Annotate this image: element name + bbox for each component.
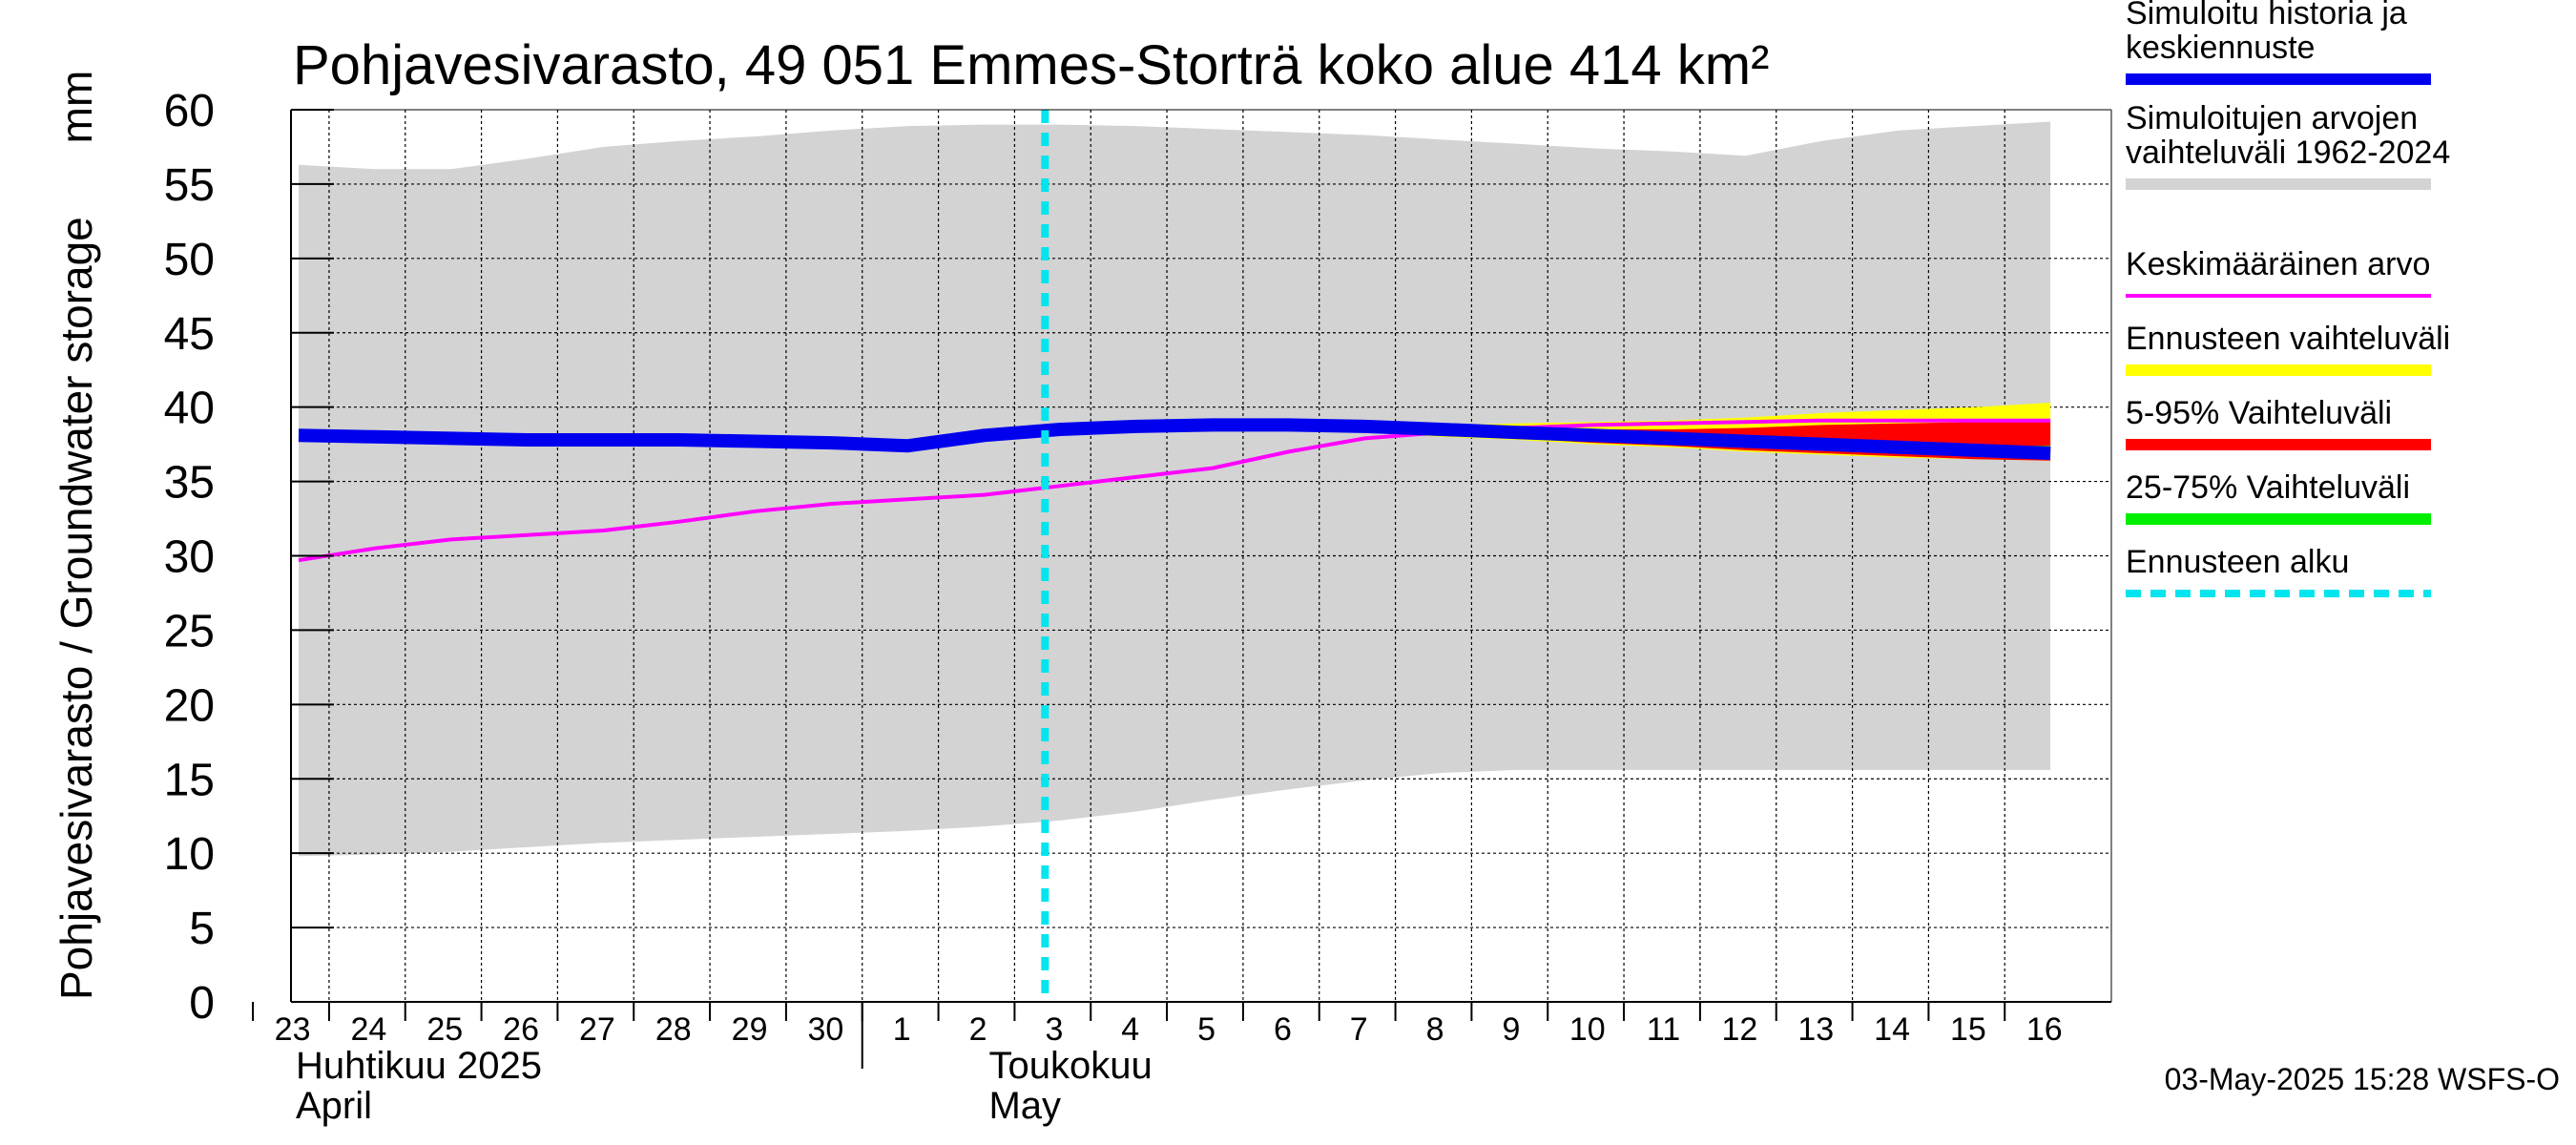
y-tick-label: 15 xyxy=(164,755,215,805)
x-tick-label: 10 xyxy=(1569,1011,1606,1048)
x-tick-label: 16 xyxy=(2026,1011,2063,1048)
legend: Simuloitu historia jakeskiennusteSimuloi… xyxy=(2126,0,2450,597)
month-label-en: May xyxy=(988,1085,1061,1127)
x-tick-label: 24 xyxy=(351,1011,387,1048)
x-tick-label: 4 xyxy=(1121,1011,1139,1048)
x-tick-label: 15 xyxy=(1950,1011,1986,1048)
legend-label: Simuloitu historia ja xyxy=(2126,0,2407,31)
y-tick-label: 35 xyxy=(164,458,215,509)
y-tick-label: 60 xyxy=(164,86,215,136)
legend-label: 5-95% Vaihteluväli xyxy=(2126,395,2392,431)
x-tick-label: 26 xyxy=(503,1011,539,1048)
mean-line xyxy=(298,418,2051,563)
legend-label: keskiennuste xyxy=(2126,30,2315,66)
y-tick-label: 30 xyxy=(164,532,215,583)
legend-item: 5-95% Vaihteluväli xyxy=(2126,395,2431,450)
x-tick-label: 23 xyxy=(275,1011,311,1048)
y-tick-label: 50 xyxy=(164,235,215,285)
x-tick-label: 2 xyxy=(969,1011,987,1048)
x-tick-label: 29 xyxy=(732,1011,768,1048)
month-label-fi: Huhtikuu 2025 xyxy=(296,1045,542,1087)
x-tick-label: 6 xyxy=(1274,1011,1292,1048)
month-label-fi: Toukokuu xyxy=(988,1045,1152,1087)
legend-item: Keskimääräinen arvo xyxy=(2126,246,2431,298)
simulated-line xyxy=(298,418,2051,460)
legend-label: Keskimääräinen arvo xyxy=(2126,246,2430,282)
x-tick-label: 12 xyxy=(1722,1011,1758,1048)
legend-item: Ennusteen vaihteluväli xyxy=(2126,321,2450,376)
legend-label: Ennusteen alku xyxy=(2126,544,2349,580)
plot-area xyxy=(291,110,2111,1002)
legend-item: Ennusteen alku xyxy=(2126,544,2431,597)
x-tick-label: 28 xyxy=(655,1011,692,1048)
x-tick-label: 9 xyxy=(1502,1011,1520,1048)
x-tick-label: 7 xyxy=(1350,1011,1368,1048)
y-tick-label: 5 xyxy=(189,904,215,954)
y-tick-label: 40 xyxy=(164,384,215,434)
legend-label: Simuloitujen arvojen xyxy=(2126,100,2418,136)
legend-item: 25-75% Vaihteluväli xyxy=(2126,469,2431,525)
y-tick-label: 10 xyxy=(164,829,215,880)
x-tick-label: 5 xyxy=(1197,1011,1215,1048)
y-tick-label: 25 xyxy=(164,606,215,656)
x-tick-label: 3 xyxy=(1045,1011,1063,1048)
legend-label: vaihteluväli 1962-2024 xyxy=(2126,135,2450,171)
chart-title: Pohjavesivarasto, 49 051 Emmes-Storträ k… xyxy=(293,34,1769,96)
grid xyxy=(291,110,2111,1002)
x-tick-label: 13 xyxy=(1797,1011,1834,1048)
y-tick-label: 0 xyxy=(189,978,215,1029)
y-tick-label: 45 xyxy=(164,309,215,360)
legend-label: 25-75% Vaihteluväli xyxy=(2126,469,2410,506)
month-label-en: April xyxy=(296,1085,372,1127)
x-tick-label: 8 xyxy=(1426,1011,1444,1048)
x-tick-label: 1 xyxy=(893,1011,911,1048)
x-tick-label: 30 xyxy=(808,1011,844,1048)
range-band-1962-2024 xyxy=(299,121,2051,857)
x-tick-label: 11 xyxy=(1647,1011,1680,1048)
x-tick-label: 25 xyxy=(426,1011,463,1048)
y-axis-unit: mm xyxy=(52,71,101,144)
y-tick-label: 55 xyxy=(164,160,215,211)
footer-timestamp: 03-May-2025 15:28 WSFS-O xyxy=(2165,1062,2560,1096)
y-axis-label: Pohjavesivarasto / Groundwater storage xyxy=(52,217,101,1000)
x-tick-label: 27 xyxy=(579,1011,615,1048)
y-tick-label: 20 xyxy=(164,680,215,731)
plot-series xyxy=(291,110,2111,1002)
legend-label: Ennusteen vaihteluväli xyxy=(2126,321,2450,357)
x-tick-label: 14 xyxy=(1874,1011,1910,1048)
